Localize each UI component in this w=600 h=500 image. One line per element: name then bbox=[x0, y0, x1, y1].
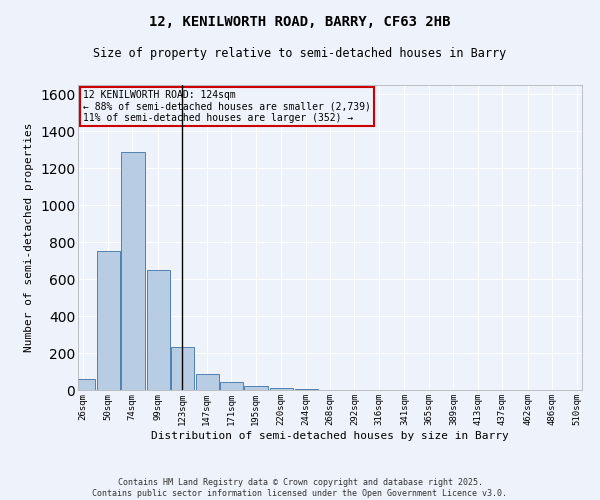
Text: Contains HM Land Registry data © Crown copyright and database right 2025.
Contai: Contains HM Land Registry data © Crown c… bbox=[92, 478, 508, 498]
Y-axis label: Number of semi-detached properties: Number of semi-detached properties bbox=[25, 122, 34, 352]
Bar bbox=[97, 252, 119, 390]
Bar bbox=[244, 386, 268, 390]
Bar bbox=[121, 152, 145, 390]
Bar bbox=[295, 389, 317, 390]
X-axis label: Distribution of semi-detached houses by size in Barry: Distribution of semi-detached houses by … bbox=[151, 430, 509, 440]
Bar bbox=[72, 379, 95, 390]
Text: Size of property relative to semi-detached houses in Barry: Size of property relative to semi-detach… bbox=[94, 48, 506, 60]
Bar bbox=[220, 382, 243, 390]
Bar bbox=[196, 374, 218, 390]
Bar bbox=[171, 348, 194, 390]
Text: 12, KENILWORTH ROAD, BARRY, CF63 2HB: 12, KENILWORTH ROAD, BARRY, CF63 2HB bbox=[149, 15, 451, 29]
Bar bbox=[270, 388, 293, 390]
Bar bbox=[146, 270, 170, 390]
Text: 12 KENILWORTH ROAD: 124sqm
← 88% of semi-detached houses are smaller (2,739)
11%: 12 KENILWORTH ROAD: 124sqm ← 88% of semi… bbox=[83, 90, 371, 123]
